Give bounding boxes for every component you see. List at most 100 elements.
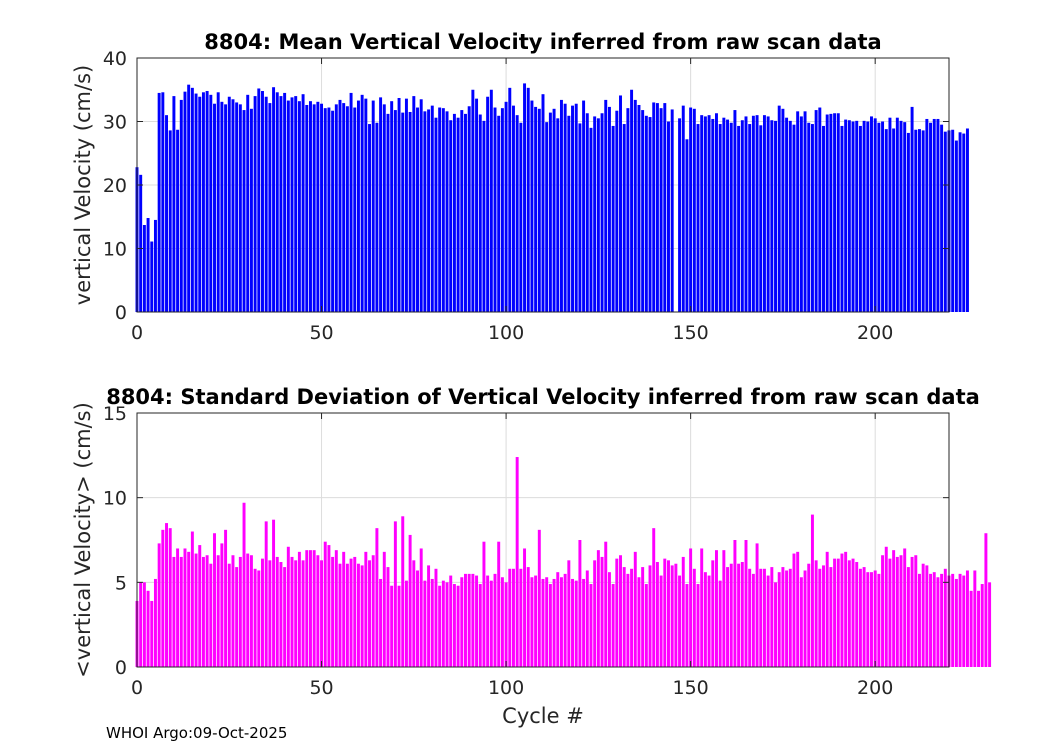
bar: [759, 568, 763, 667]
bar: [209, 563, 213, 667]
bar: [847, 560, 851, 667]
bar: [715, 113, 718, 312]
bar: [840, 125, 844, 312]
bar: [951, 573, 955, 667]
bar: [497, 115, 501, 312]
bar: [637, 577, 641, 667]
x-tick-label: 100: [488, 322, 524, 344]
bar: [600, 556, 604, 667]
bar: [962, 575, 966, 667]
axes-frame: [136, 412, 950, 668]
bar: [161, 92, 165, 312]
axis-ticks: 0 50 100 150 200 0 10 20 30 40: [103, 48, 949, 344]
bar: [692, 108, 696, 312]
bar: [729, 563, 733, 667]
bar: [157, 543, 161, 667]
bar: [611, 584, 615, 667]
bar: [338, 563, 342, 667]
bar: [194, 93, 198, 312]
bar: [320, 103, 324, 312]
bar: [537, 529, 541, 667]
bar: [146, 218, 150, 312]
bar: [737, 563, 741, 667]
bar: [622, 567, 626, 667]
bar: [356, 563, 360, 667]
bar: [235, 102, 239, 312]
bar: [770, 120, 774, 312]
bar: [526, 87, 530, 312]
bar: [825, 114, 829, 312]
y-tick-label: 20: [103, 175, 127, 197]
bar: [464, 113, 467, 312]
bar: [515, 457, 519, 667]
bar: [190, 531, 194, 667]
bar: [419, 99, 423, 312]
bar: [249, 555, 253, 667]
bar: [279, 562, 283, 667]
bar: [486, 96, 490, 313]
bar: [342, 551, 346, 667]
bar: [150, 600, 154, 667]
bar: [176, 129, 180, 312]
bar: [515, 115, 519, 313]
bar: [486, 575, 490, 667]
bar: [958, 573, 962, 667]
bar: [471, 573, 475, 667]
bar: [142, 582, 146, 667]
bar: [718, 580, 722, 667]
bar: [205, 91, 209, 313]
bar: [906, 132, 910, 312]
bar: [176, 548, 180, 667]
bar: [925, 565, 929, 667]
bar: [316, 101, 320, 312]
bar: [489, 89, 493, 312]
bar: [766, 116, 770, 312]
bar: [596, 118, 600, 312]
bar: [172, 556, 176, 667]
bar: [582, 100, 586, 312]
bar: [785, 117, 789, 312]
bar: [796, 551, 800, 667]
bar: [615, 558, 619, 667]
bar: [888, 558, 892, 667]
bar: [371, 100, 375, 312]
bar: [452, 113, 456, 312]
bar: [777, 572, 781, 667]
bar: [139, 174, 143, 312]
bar: [574, 580, 578, 667]
bar: [224, 529, 228, 667]
bar: [814, 560, 818, 667]
bar: [678, 575, 682, 667]
bar: [371, 555, 375, 667]
bar: [785, 570, 789, 667]
bar: [755, 543, 759, 667]
bar: [951, 129, 955, 312]
bar: [940, 124, 944, 312]
bar: [881, 555, 885, 667]
bar: [475, 98, 479, 312]
bar: [246, 94, 250, 312]
bar: [918, 573, 921, 667]
bar: [833, 113, 837, 312]
bar: [630, 568, 634, 667]
bar: [257, 570, 261, 667]
bar: [142, 225, 146, 312]
bar: [253, 96, 257, 312]
bar: [899, 555, 903, 667]
bar: [430, 105, 434, 313]
bar: [703, 116, 707, 312]
bar: [305, 104, 309, 313]
bar: [393, 521, 397, 667]
bar: [585, 570, 589, 667]
bar: [368, 124, 371, 312]
bar: [696, 124, 700, 312]
bar: [460, 110, 464, 312]
bar: [268, 103, 272, 312]
bar: [504, 582, 508, 667]
y-axis-label: vertical Velocity (cm/s): [71, 65, 95, 305]
bar: [231, 555, 235, 667]
bar: [870, 572, 873, 667]
bar: [301, 94, 305, 312]
bar: [954, 140, 958, 312]
